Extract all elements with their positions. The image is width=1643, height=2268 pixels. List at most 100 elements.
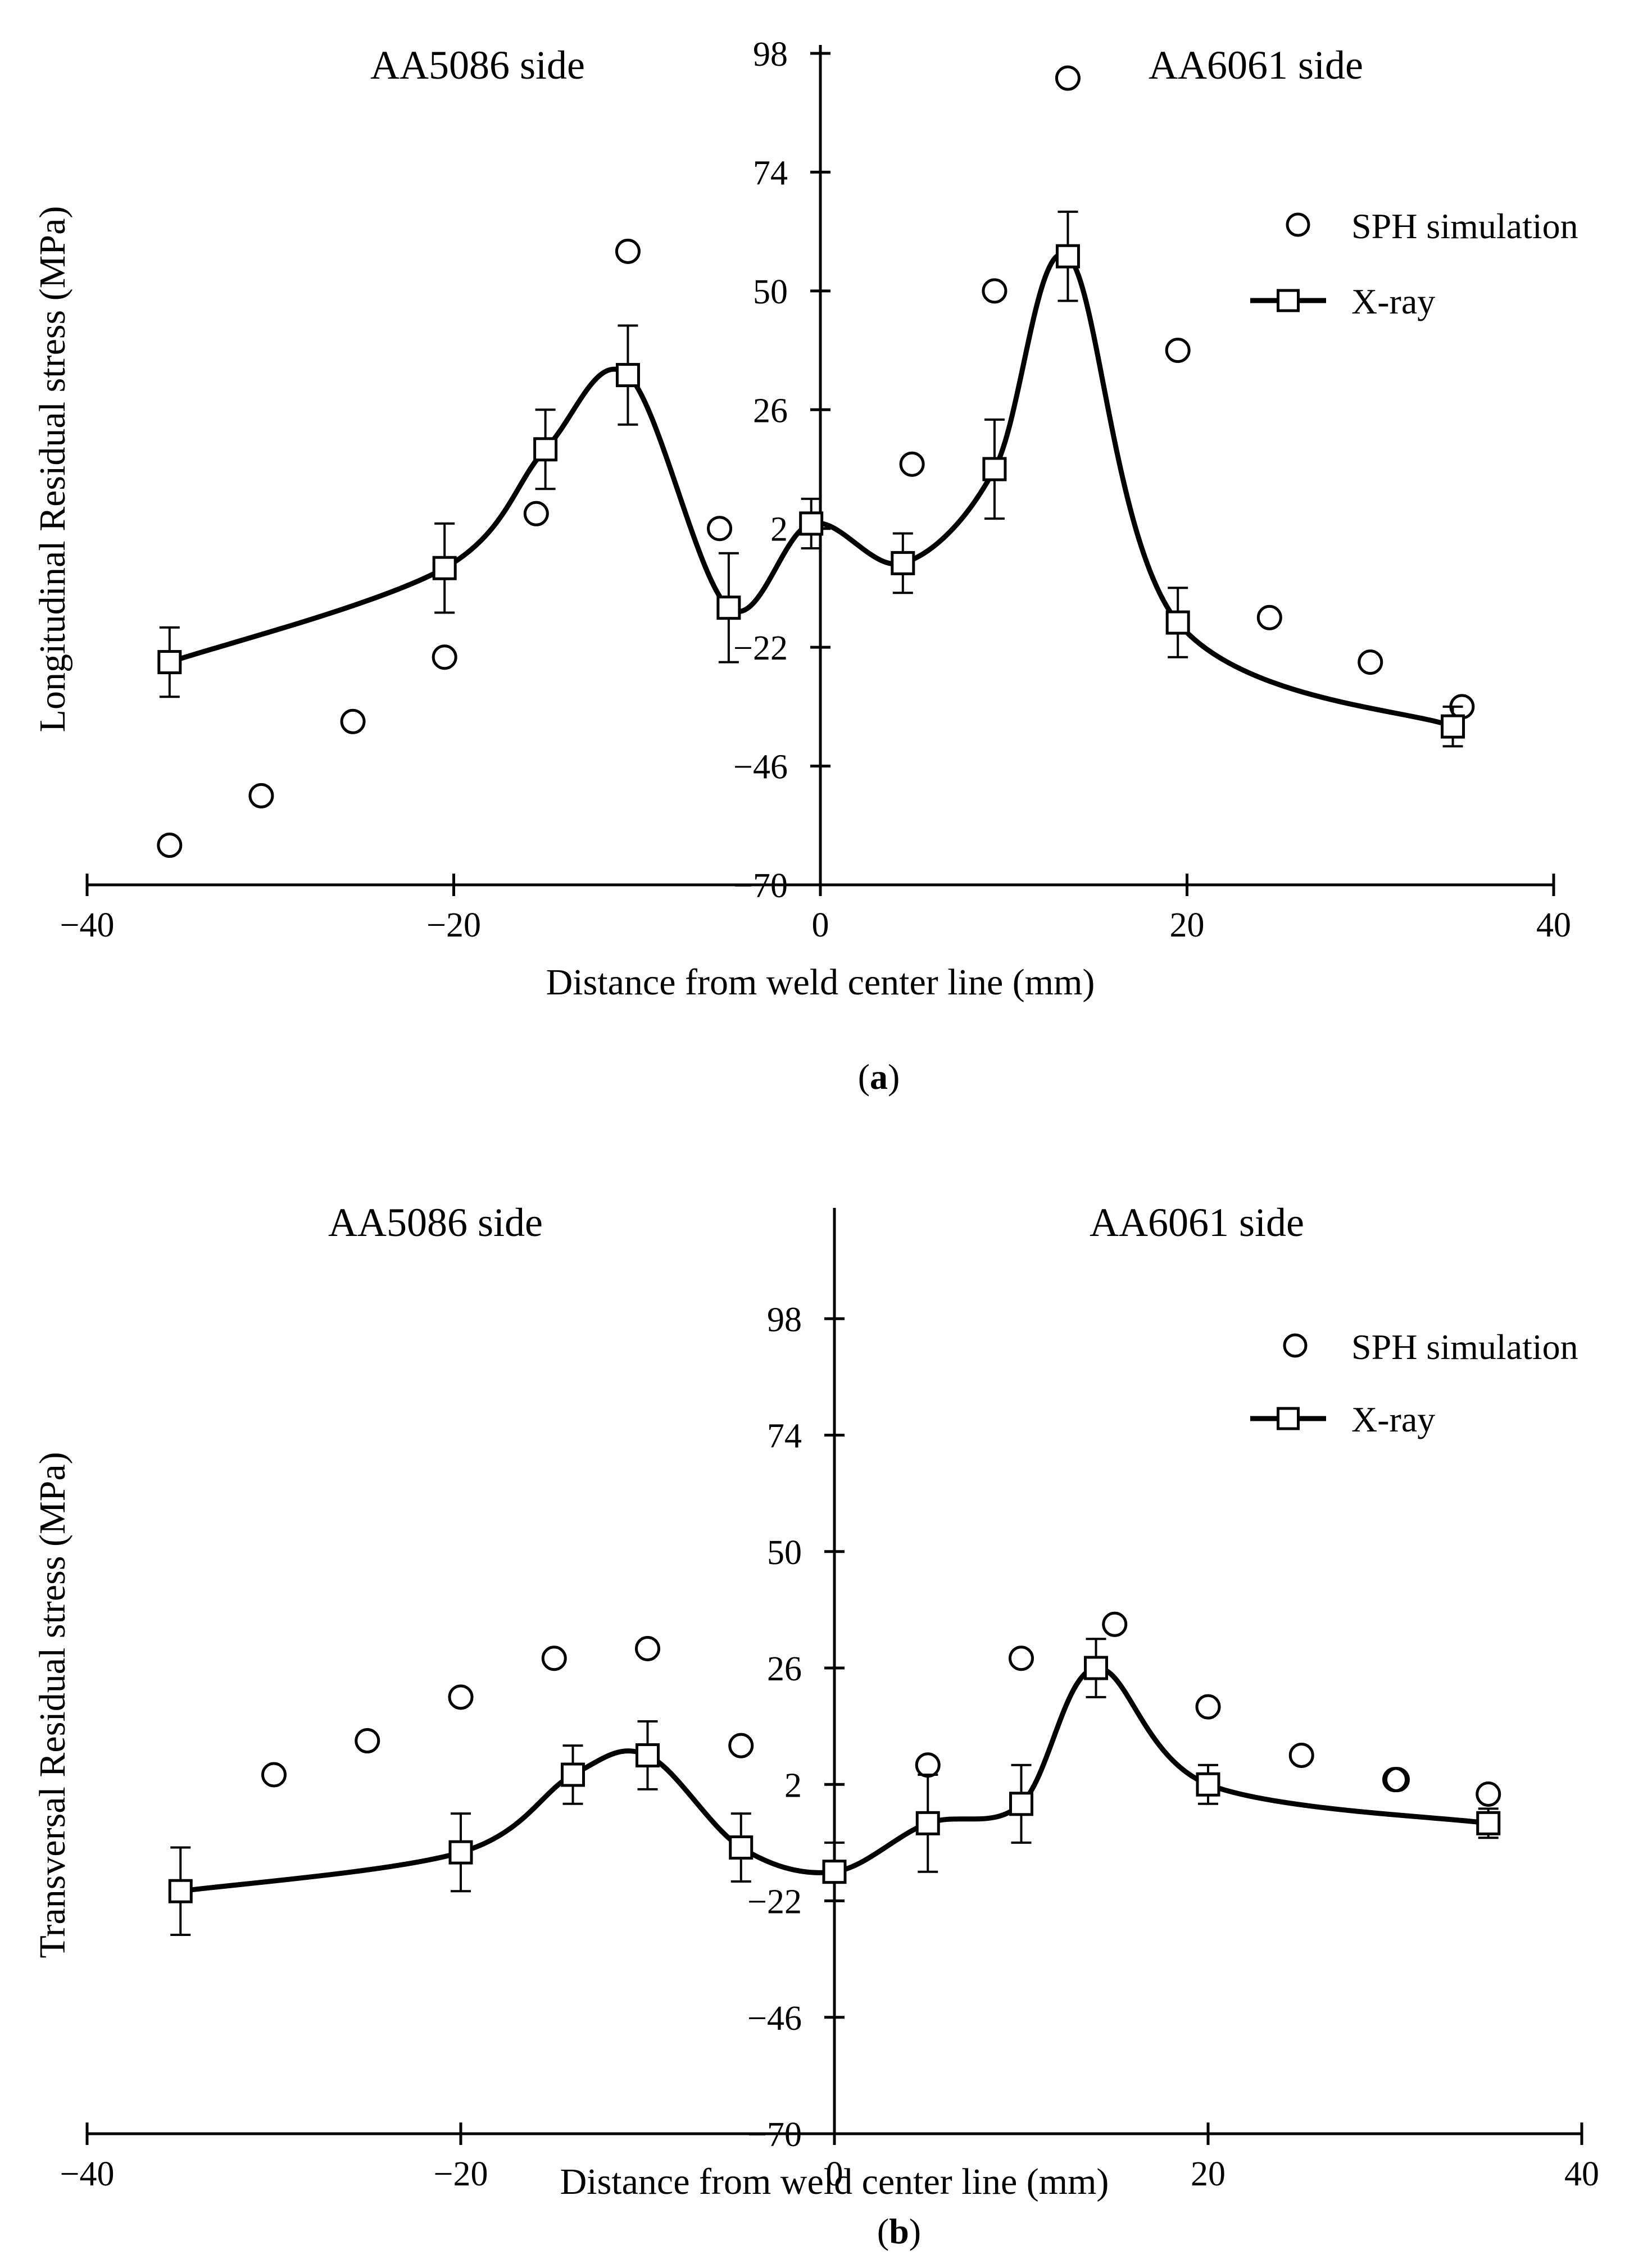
xray-point [1009,1792,1033,1816]
panel-caption-letter: b [889,2211,909,2251]
sph-point [982,278,1007,304]
y-tick-label: −70 [733,867,788,905]
y-tick-label: 98 [753,35,788,74]
sph-point [1195,1694,1221,1720]
y-tick-label: 26 [753,392,788,430]
xray-point [157,650,182,675]
y-tick-label: 2 [784,1766,802,1805]
panel-caption-b: (b) [877,2211,922,2251]
xray-point [1084,1656,1108,1680]
xray-point [729,1835,754,1860]
sph-point-duplicate [1385,1767,1410,1793]
sph-point [615,238,641,264]
y-tick-label: 50 [767,1534,802,1572]
sph-point [1256,605,1282,630]
y-tick-label: −70 [747,2116,802,2154]
x-tick-label: 40 [1564,2155,1599,2193]
x-tick-label: 0 [826,2155,843,2193]
xray-fit-curve [169,251,1454,729]
xray-point [799,511,824,536]
legend-marker-xray [1277,289,1300,312]
y-tick-label: −46 [747,1999,802,2038]
sph-point [899,451,925,477]
y-tick-label: 50 [753,273,788,311]
xray-point [432,556,457,580]
x-tick-label: 20 [1191,2155,1226,2193]
sph-point [1288,1742,1314,1768]
xray-point [891,551,915,575]
y-tick-label: −46 [733,748,788,787]
sph-point [248,783,274,808]
xray-point [615,363,640,388]
annotation-right-side: AA6061 side [1149,43,1363,88]
x-tick-label: 0 [812,906,829,944]
sph-simulation-points [261,1611,1501,1807]
sph-point [261,1762,287,1788]
xray-point [982,457,1007,481]
x-tick-label: 20 [1170,906,1205,944]
y-ticks: 98 74 50 26 2 −22 −46 −70 [733,35,830,905]
sph-point [448,1684,474,1710]
sph-point [541,1646,567,1671]
annotation-right-side: AA6061 side [1090,1200,1304,1245]
legend-label-sph: SPH simulation [1351,1327,1578,1367]
y-ticks: 98 74 50 26 2 −22 −46 −70 [747,1301,845,2154]
annotation-left-side: AA5086 side [328,1200,543,1245]
sph-point [1476,1781,1501,1807]
sph-point [355,1728,380,1754]
xray-point [636,1743,660,1767]
xray-point [1196,1772,1220,1797]
x-tick-label: 40 [1536,906,1571,944]
x-ticks: −40 −20 0 20 40 [60,874,1571,944]
sph-point [432,644,457,670]
x-axis-label: Distance from weld center line (mm) [560,2161,1109,2202]
xray-point [716,596,741,620]
sph-point [157,833,183,858]
sph-simulation-points [157,65,1475,858]
panel-caption-a: (a) [857,1057,900,1097]
legend-label-sph: SPH simulation [1351,206,1578,246]
y-axis-label: Longitudinal Residual stress (MPa) [32,206,73,733]
xray-point [1055,244,1080,269]
sph-point [707,516,733,542]
legend-marker-sph [1283,1333,1308,1358]
y-tick-label: 74 [753,154,788,192]
y-tick-label: 26 [767,1650,802,1688]
xray-point [1441,714,1465,739]
sph-point [1055,65,1081,91]
sph-point [635,1635,660,1661]
sph-point [523,501,549,526]
legend-marker-sph [1286,212,1310,237]
y-tick-label: 74 [767,1417,802,1456]
legend-label-xray: X-ray [1351,281,1435,321]
x-ticks: −40 −20 0 20 40 [60,2122,1599,2193]
xray-point [1476,1811,1501,1835]
y-tick-label: 98 [767,1301,802,1339]
chart-panel-b: −40 −20 0 20 40 98 74 50 26 2 −22 −46 −70 AA5086 si… [32,1200,1599,2202]
chart-panel-a: −40 −20 0 20 40 98 74 50 26 2 −22 −46 −70 AA5086 si… [32,35,1578,1003]
y-tick-label: −22 [733,629,788,667]
legend: SPH simulation X-ray [1250,1327,1578,1439]
sph-point [1358,649,1383,675]
xray-point [1165,610,1190,635]
x-tick-label: −40 [60,906,115,944]
xray-point [915,1811,940,1835]
legend-label-xray: X-ray [1351,1399,1435,1439]
y-tick-label: −22 [747,1883,802,1921]
x-tick-label: −20 [426,906,481,944]
panel-caption-letter: a [870,1057,888,1097]
xray-points [157,244,1465,739]
sph-point [1009,1646,1034,1671]
y-tick-label: 2 [770,511,788,549]
legend-marker-xray [1277,1407,1300,1430]
y-axis-label: Transversal Residual stress (MPa) [32,1452,73,1958]
xray-point [168,1879,193,1903]
xray-points [168,1656,1501,1903]
sph-point [915,1752,941,1778]
xray-point [448,1840,473,1865]
x-axis-label: Distance from weld center line (mm) [546,962,1095,1003]
xray-point [822,1860,847,1884]
sph-point [1102,1611,1128,1637]
legend: SPH simulation X-ray [1250,206,1578,321]
